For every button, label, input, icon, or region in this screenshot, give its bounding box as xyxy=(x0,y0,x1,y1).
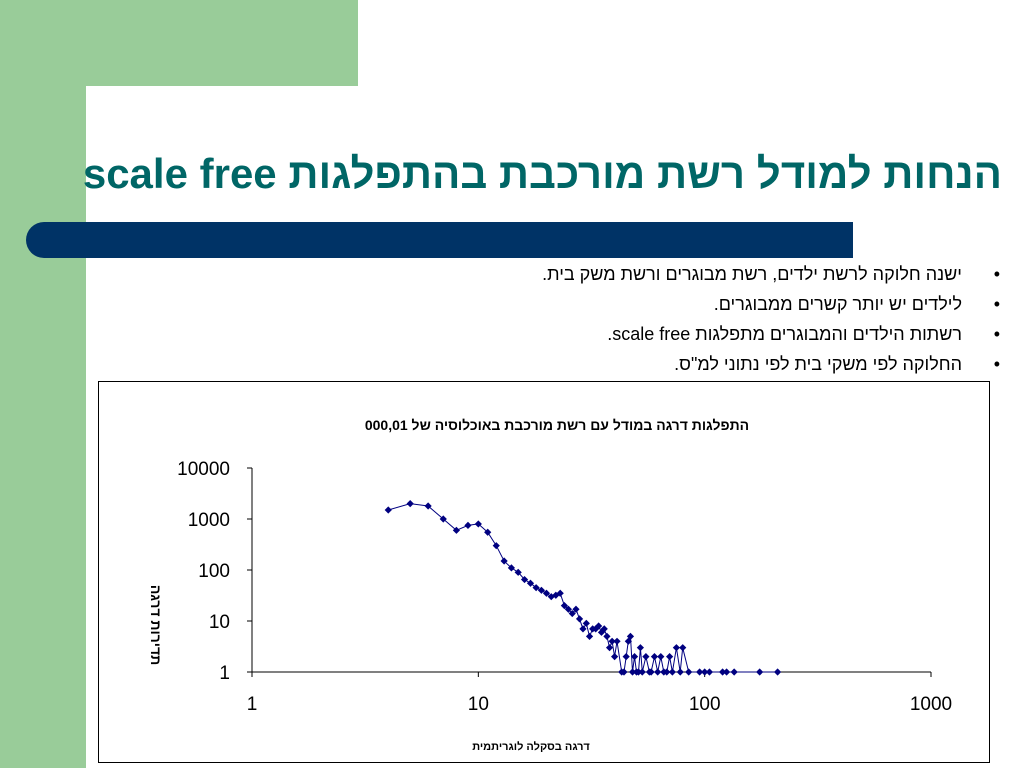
data-point xyxy=(514,568,522,576)
series-line xyxy=(388,503,778,673)
data-point xyxy=(730,668,738,676)
x-tick-label: 10 xyxy=(468,694,489,715)
data-point xyxy=(650,653,659,661)
x-axis-title: דרגה בסקלה לוגריתמית xyxy=(472,740,590,753)
x-tick-label: 1 xyxy=(247,694,258,715)
bullet-text: החלוקה לפי משקי בית לפי נתוני למ"ס. xyxy=(674,354,962,374)
decorative-green-corner xyxy=(0,0,358,86)
bullet-text: לילדים יש יותר קשרים ממבוגרים. xyxy=(713,294,962,314)
data-point xyxy=(613,637,621,645)
data-point xyxy=(657,653,665,661)
bullet-icon: • xyxy=(993,324,1000,344)
bullet-icon: • xyxy=(993,264,1000,284)
data-point xyxy=(696,668,704,676)
data-point xyxy=(556,589,564,597)
data-point xyxy=(679,644,687,652)
data-point xyxy=(701,668,709,676)
y-tick-label: 1000 xyxy=(188,510,230,531)
data-point xyxy=(575,615,584,623)
data-point xyxy=(630,653,639,661)
data-point xyxy=(672,644,680,652)
chart-axes: 1 10 100 1000 1 10 100 1000 10000 xyxy=(177,459,952,715)
data-point xyxy=(756,668,764,676)
data-point xyxy=(579,625,587,633)
decorative-green-band xyxy=(0,0,86,768)
data-point xyxy=(773,668,782,676)
bullet-list: • ישנה חלוקה לרשת ילדים, רשת מבוגרים ורשת… xyxy=(104,259,1004,379)
data-point xyxy=(532,584,540,592)
data-point xyxy=(628,668,637,676)
data-point xyxy=(492,542,500,550)
data-point xyxy=(542,589,551,597)
data-point xyxy=(622,653,630,661)
x-tick-label: 1000 xyxy=(910,694,952,715)
data-point xyxy=(666,653,674,661)
data-point xyxy=(685,668,693,676)
data-point xyxy=(600,625,608,633)
data-point xyxy=(564,605,573,613)
data-point xyxy=(582,619,590,627)
data-point xyxy=(560,602,568,610)
data-point xyxy=(520,575,529,584)
bullet-icon: • xyxy=(993,294,1000,314)
slide-title: הנחות למודל רשת מורכבת בהתפלגות scale fr… xyxy=(82,150,1002,197)
data-point xyxy=(718,668,727,676)
data-point xyxy=(603,632,611,640)
data-point xyxy=(464,521,472,529)
chart-container: התפלגות דרגה במודל עם רשת מורכבת באוכלוס… xyxy=(98,381,990,763)
data-point xyxy=(585,632,594,640)
y-tick-label: 1 xyxy=(219,663,230,684)
data-point xyxy=(654,668,662,676)
data-point xyxy=(642,653,650,661)
bullet-text: ישנה חלוקה לרשת ילדים, רשת מבוגרים ורשת … xyxy=(542,264,962,284)
title-underline-bar xyxy=(26,222,853,258)
data-point xyxy=(705,668,714,676)
y-tick-label: 10 xyxy=(209,612,230,633)
data-point xyxy=(636,644,644,652)
decorative-white-corner xyxy=(86,86,206,206)
chart-title: התפלגות דרגה במודל עם רשת מורכבת באוכלוס… xyxy=(365,417,749,433)
bullet-item: • ישנה חלוקה לרשת ילדים, רשת מבוגרים ורשת… xyxy=(104,259,1004,289)
data-point xyxy=(634,668,643,676)
data-point xyxy=(620,668,628,676)
chart-series xyxy=(384,500,782,676)
x-tick-label: 100 xyxy=(689,694,721,715)
bullet-icon: • xyxy=(993,354,1000,374)
data-point xyxy=(663,668,671,676)
data-point xyxy=(608,637,616,645)
y-axis-title: תדירות דרגה xyxy=(148,585,164,665)
data-point xyxy=(605,644,614,652)
data-point xyxy=(610,653,619,661)
data-point xyxy=(406,500,414,508)
bullet-text: רשתות הילדים והמבוגרים מתפלגות scale fre… xyxy=(607,324,962,344)
data-point xyxy=(595,622,603,630)
y-tick-label: 10000 xyxy=(177,459,230,480)
data-point xyxy=(647,668,655,676)
bullet-item: • החלוקה לפי משקי בית לפי נתוני למ"ס. xyxy=(104,349,1004,379)
data-point xyxy=(439,515,447,523)
data-point xyxy=(624,637,632,645)
degree-distribution-chart: התפלגות דרגה במודל עם רשת מורכבת באוכלוס… xyxy=(148,417,952,753)
bullet-item: • לילדים יש יותר קשרים ממבוגרים. xyxy=(104,289,1004,319)
data-point xyxy=(723,668,731,676)
data-point xyxy=(626,632,635,640)
data-point xyxy=(638,668,646,676)
bullet-item: • רשתות הילדים והמבוגרים מתפלגות scale fr… xyxy=(104,319,1004,349)
y-tick-label: 100 xyxy=(198,561,230,582)
data-point xyxy=(384,506,392,514)
data-point xyxy=(668,668,676,676)
data-point xyxy=(676,668,684,676)
